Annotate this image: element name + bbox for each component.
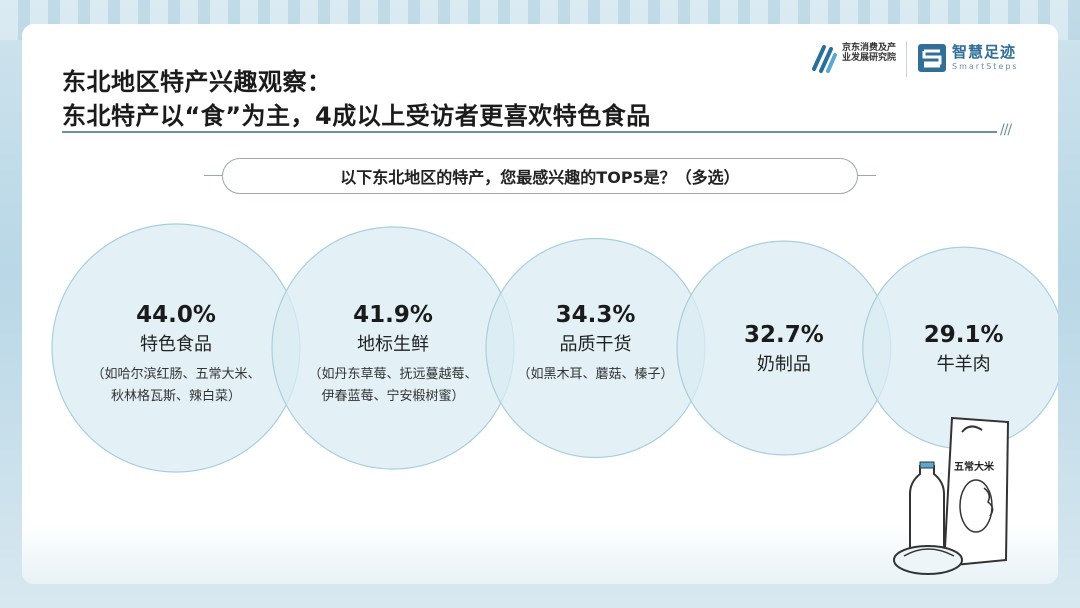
jd-institute-logo-text: 京东消费及产业发展研究院 bbox=[842, 43, 897, 63]
bubble-4 bbox=[676, 240, 892, 456]
page-title-line2: 东北特产以“食”为主，4成以上受访者更喜欢特色食品 bbox=[62, 102, 651, 130]
bubble-value-1: 44.0% bbox=[136, 302, 216, 328]
smartsteps-logo-text: 智慧足迹 bbox=[952, 43, 1017, 61]
bubble-chart: 44.0% 特色食品 （如哈尔滨红肠、五常大米、秋林格瓦斯、辣白菜） 41.9% 地标生… bbox=[51, 223, 1058, 473]
page-title-line1: 东北地区特产兴趣观察： bbox=[62, 68, 332, 96]
rice-bag-text: 五常大米 bbox=[954, 460, 995, 473]
smartsteps-logo-icon bbox=[918, 44, 946, 72]
bubble-note-3-1: （如黑木耳、蘑菇、榛子） bbox=[517, 366, 673, 382]
question-pill: 以下东北地区的特产，您最感兴趣的TOP5是？（多选） bbox=[222, 158, 858, 194]
bubble-value-5: 29.1% bbox=[924, 322, 1004, 348]
slide-card: 东北地区特产兴趣观察： 东北特产以“食”为主，4成以上受访者更喜欢特色食品 //… bbox=[22, 24, 1058, 584]
question-left-line bbox=[204, 175, 224, 176]
bubble-label-1: 特色食品 bbox=[140, 334, 212, 355]
card-bottom-wave bbox=[22, 524, 1058, 584]
title-slashes: /// bbox=[1000, 122, 1012, 138]
bubble-note-1-2: 秋林格瓦斯、辣白菜） bbox=[111, 388, 241, 404]
bubble-label-5: 牛羊肉 bbox=[937, 354, 991, 375]
bubble-value-2: 41.9% bbox=[353, 302, 433, 328]
bubble-note-1-1: （如哈尔滨红肠、五常大米、 bbox=[91, 366, 260, 382]
question-right-line bbox=[856, 175, 876, 176]
jd-institute-logo-icon bbox=[812, 45, 837, 73]
title-divider bbox=[62, 131, 997, 133]
logo-block: 京东消费及产业发展研究院 智慧足迹 SmartSteps bbox=[810, 41, 1030, 77]
bubble-label-2: 地标生鲜 bbox=[357, 334, 429, 355]
bubble-note-2-2: 伊春蓝莓、宁安椴树蜜） bbox=[321, 388, 464, 404]
bubble-label-4: 奶制品 bbox=[757, 354, 811, 375]
smartsteps-logo-subtext: SmartSteps bbox=[952, 62, 1019, 71]
rice-bag-illustration: 五常大米 bbox=[893, 416, 1010, 575]
bubble-value-3: 34.3% bbox=[556, 302, 636, 328]
logo-divider bbox=[906, 41, 907, 77]
bubble-value-4: 32.7% bbox=[744, 322, 824, 348]
bubble-label-3: 品质干货 bbox=[559, 334, 631, 355]
bubble-note-2-1: （如丹东草莓、抚远蔓越莓、 bbox=[308, 366, 477, 382]
